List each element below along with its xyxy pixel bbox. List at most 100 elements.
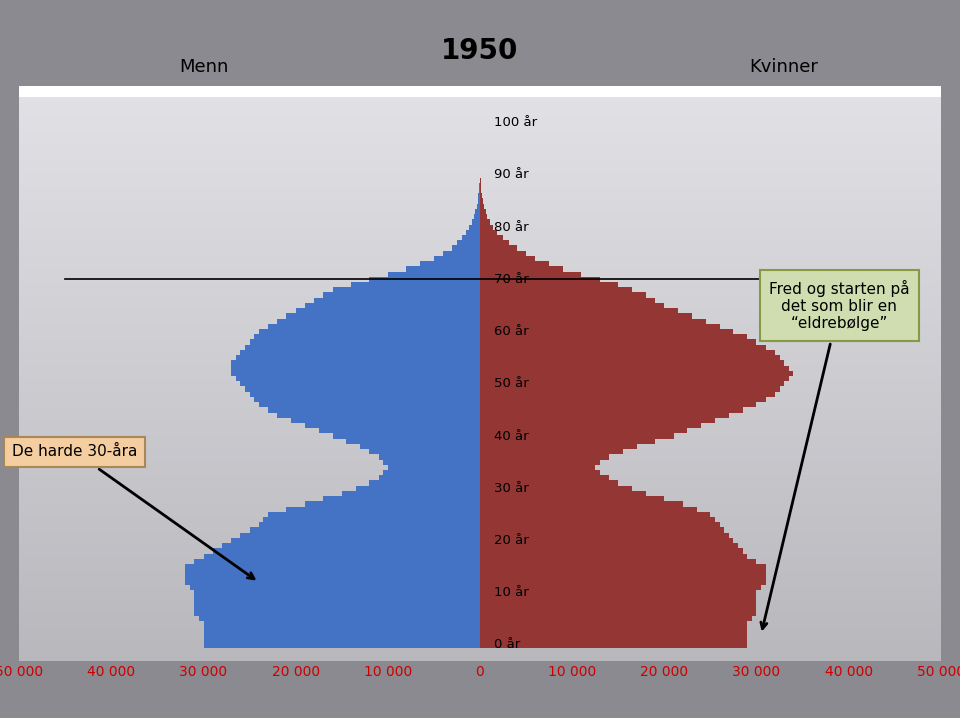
Bar [250, 391, 480, 397]
Bar [480, 214, 488, 219]
Bar [480, 287, 632, 292]
Text: De harde 30-åra: De harde 30-åra [12, 444, 254, 579]
Text: 1950: 1950 [442, 37, 518, 65]
Bar [480, 496, 664, 501]
Bar [370, 480, 480, 485]
Bar [231, 360, 480, 365]
Bar [324, 292, 480, 298]
Bar [388, 271, 480, 276]
Bar [480, 522, 720, 528]
Bar [480, 219, 490, 225]
Bar [479, 188, 480, 193]
Bar [480, 554, 747, 559]
Bar [305, 501, 480, 506]
Bar [378, 454, 480, 460]
Bar [250, 340, 480, 345]
Bar [204, 621, 480, 627]
Bar [475, 209, 480, 214]
Bar [480, 428, 687, 434]
Bar [480, 402, 756, 407]
Bar [480, 308, 678, 313]
Bar [236, 355, 480, 360]
Bar [480, 261, 549, 266]
Bar [213, 549, 480, 554]
Bar [254, 397, 480, 402]
Bar [388, 465, 480, 470]
Bar [259, 402, 480, 407]
Bar [185, 569, 480, 574]
Text: 0 år: 0 år [493, 638, 520, 651]
Bar [240, 381, 480, 386]
Text: Kvinner: Kvinner [750, 57, 819, 75]
Bar [480, 370, 793, 376]
Bar [480, 376, 789, 381]
Bar [480, 621, 747, 627]
Bar [245, 386, 480, 391]
Bar [420, 261, 480, 266]
Text: 90 år: 90 år [493, 169, 528, 182]
Bar [480, 209, 486, 214]
Bar [240, 533, 480, 538]
Bar [324, 496, 480, 501]
Bar [478, 198, 480, 204]
Bar [480, 454, 609, 460]
Bar [480, 271, 582, 276]
Bar [480, 444, 636, 449]
Bar [236, 376, 480, 381]
Bar [194, 595, 480, 600]
Text: Menn: Menn [179, 57, 228, 75]
Bar [204, 632, 480, 637]
Text: 50 år: 50 år [493, 377, 529, 391]
Bar [480, 365, 789, 370]
Bar [467, 230, 480, 235]
Bar [480, 241, 510, 246]
Bar [480, 616, 752, 621]
Bar [259, 329, 480, 334]
Bar [319, 428, 480, 434]
Bar [231, 365, 480, 370]
Text: 60 år: 60 år [493, 325, 528, 338]
Bar [480, 246, 516, 251]
Text: 70 år: 70 år [493, 273, 529, 286]
Bar [351, 282, 480, 287]
Bar [480, 439, 655, 444]
Text: Fred og starten på
det som blir en
“eldrebølge”: Fred og starten på det som blir en “eldr… [761, 279, 910, 629]
Bar [296, 308, 480, 313]
Bar [444, 251, 480, 256]
Bar [480, 627, 747, 632]
Bar [478, 193, 480, 198]
Bar [286, 506, 480, 512]
Bar [342, 491, 480, 496]
Bar [457, 241, 480, 246]
Bar [204, 637, 480, 643]
Bar [471, 219, 480, 225]
Bar [263, 517, 480, 522]
Bar [254, 334, 480, 340]
Bar [194, 559, 480, 564]
Bar [480, 538, 733, 543]
Bar [240, 350, 480, 355]
Text: 80 år: 80 år [493, 220, 528, 233]
Bar [480, 632, 747, 637]
Bar [480, 600, 756, 606]
Bar [480, 606, 756, 611]
Text: 40 år: 40 år [493, 429, 528, 442]
Bar [480, 386, 780, 391]
Bar [480, 574, 766, 579]
Bar [347, 439, 480, 444]
Bar [268, 324, 480, 329]
Text: 20 år: 20 år [493, 534, 529, 547]
Bar [245, 345, 480, 350]
Bar [480, 637, 747, 643]
Bar [383, 460, 480, 465]
Bar [480, 434, 674, 439]
Bar [305, 423, 480, 428]
Bar [480, 256, 536, 261]
Bar [332, 287, 480, 292]
Bar [480, 360, 784, 365]
Bar [480, 559, 756, 564]
Text: 100 år: 100 år [493, 116, 537, 129]
Bar [477, 204, 480, 209]
Bar [480, 480, 618, 485]
Bar [480, 491, 646, 496]
